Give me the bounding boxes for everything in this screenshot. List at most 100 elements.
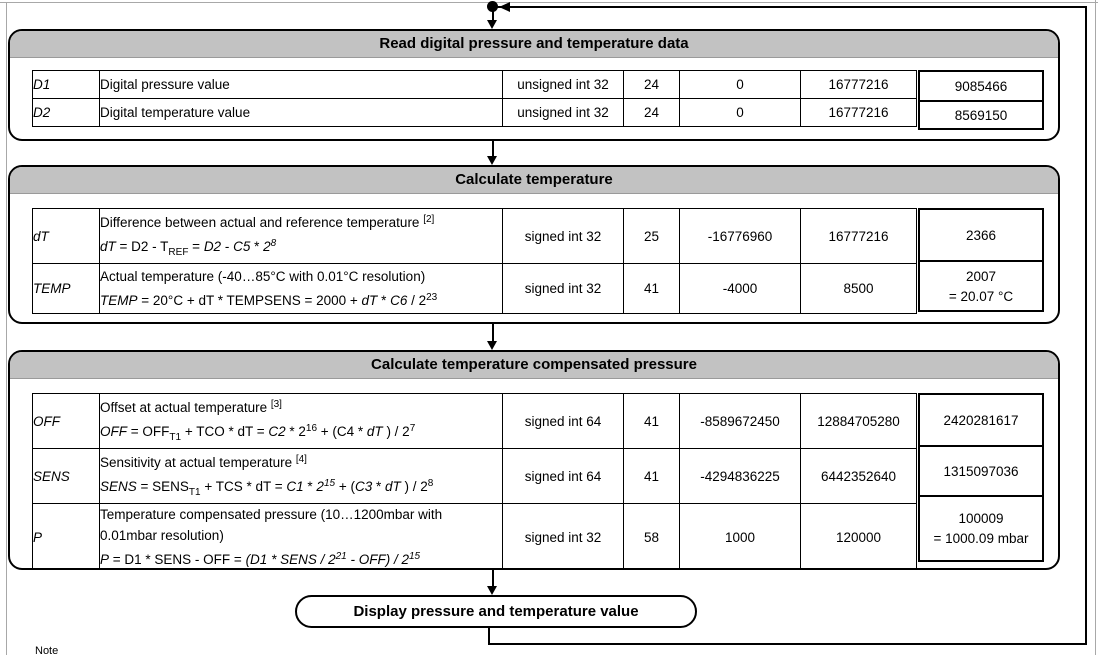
cell-max: 16777216 bbox=[800, 98, 917, 127]
panel-temp-values: 2366 2007 = 20.07 °C bbox=[918, 208, 1044, 312]
page-edge-right bbox=[1095, 0, 1096, 655]
value-line: = 1000.09 mbar bbox=[933, 531, 1029, 546]
description-line: dT = D2 - TREF = D2 - C5 * 28 bbox=[100, 238, 277, 258]
value-cell: 2366 bbox=[920, 210, 1042, 260]
value-cell: 2007 = 20.07 °C bbox=[920, 260, 1042, 310]
cell-type: signed int 64 bbox=[502, 448, 624, 504]
junction-dot bbox=[487, 1, 498, 12]
cell-size-bits: 41 bbox=[623, 393, 680, 449]
display-terminal-label: Display pressure and temperature value bbox=[353, 603, 639, 620]
cell-size-bits: 25 bbox=[623, 208, 680, 264]
value-cell: 2420281617 bbox=[920, 395, 1042, 445]
cell-type: unsigned int 32 bbox=[502, 70, 624, 99]
loop-line-top bbox=[493, 6, 1087, 8]
value-line: 1315097036 bbox=[943, 463, 1019, 479]
cell-min: -4000 bbox=[679, 263, 801, 314]
cell-max: 6442352640 bbox=[800, 448, 917, 504]
table-row: P Temperature compensated pressure (10…12… bbox=[32, 503, 917, 568]
description-line: P = D1 * SENS - OFF = (D1 * SENS / 221 -… bbox=[100, 551, 421, 567]
cell-size-bits: 41 bbox=[623, 448, 680, 504]
cell-description: Digital temperature value bbox=[99, 98, 503, 127]
cell-max: 8500 bbox=[800, 263, 917, 314]
connector-temp-press bbox=[492, 324, 494, 341]
description-line: Sensitivity at actual temperature [4] bbox=[100, 454, 307, 470]
value-line: = 20.07 °C bbox=[948, 288, 1014, 304]
panel-read-values: 9085466 8569150 bbox=[918, 70, 1044, 130]
cell-type: signed int 32 bbox=[502, 263, 624, 314]
connector-read-temp bbox=[492, 141, 494, 157]
cell-name: SENS bbox=[32, 448, 100, 504]
panel-press: Calculate temperature compensated pressu… bbox=[8, 350, 1060, 570]
page-edge-top bbox=[0, 2, 1098, 3]
table-row: SENS Sensitivity at actual temperature [4… bbox=[32, 448, 917, 504]
description-line: SENS = SENST1 + TCS * dT = C1 * 215 + (C… bbox=[100, 478, 434, 498]
cell-description: Offset at actual temperature [3] OFF = OF… bbox=[99, 393, 503, 449]
value-line: 100009 bbox=[958, 511, 1004, 526]
description-line: OFF = OFFT1 + TCO * dT = C2 * 216 + (C4 … bbox=[100, 423, 416, 443]
connector-junction-read bbox=[492, 7, 494, 21]
cell-name: TEMP bbox=[32, 263, 100, 314]
cell-name: P bbox=[32, 503, 100, 568]
cell-type: signed int 64 bbox=[502, 393, 624, 449]
value-cell: 8569150 bbox=[920, 100, 1042, 128]
cell-description: Digital pressure value bbox=[99, 70, 503, 99]
panel-temp-table: dT Difference between actual and referenc… bbox=[32, 208, 917, 314]
table-row: D2 Digital temperature value unsigned int … bbox=[32, 98, 917, 127]
cell-name: OFF bbox=[32, 393, 100, 449]
cell-size-bits: 58 bbox=[623, 503, 680, 568]
value-cell: 1315097036 bbox=[920, 445, 1042, 495]
panel-read-table: D1 Digital pressure value unsigned int 32 2… bbox=[32, 70, 917, 127]
cell-max: 16777216 bbox=[800, 70, 917, 99]
cell-max: 16777216 bbox=[800, 208, 917, 264]
table-row: D1 Digital pressure value unsigned int 32 2… bbox=[32, 70, 917, 99]
arrow-down-icon bbox=[487, 341, 497, 350]
value-line: 8569150 bbox=[954, 107, 1008, 123]
cell-name: D1 bbox=[32, 70, 100, 99]
panel-temp-title: Calculate temperature bbox=[10, 167, 1058, 194]
loop-line-bottom bbox=[488, 643, 1087, 645]
arrow-down-icon bbox=[487, 156, 497, 165]
table-row: dT Difference between actual and referenc… bbox=[32, 208, 917, 264]
table-row: TEMP Actual temperature (-40…85°C with 0.… bbox=[32, 263, 917, 314]
page-edge-left bbox=[6, 2, 7, 655]
cell-description: Sensitivity at actual temperature [4] SEN… bbox=[99, 448, 503, 504]
arrow-down-icon bbox=[487, 586, 497, 595]
cell-description: Actual temperature (-40…85°C with 0.01°C… bbox=[99, 263, 503, 314]
value-cell: 9085466 bbox=[920, 72, 1042, 100]
cell-min: 1000 bbox=[679, 503, 801, 568]
arrow-left-icon bbox=[499, 2, 510, 12]
cell-size-bits: 24 bbox=[623, 98, 680, 127]
description-line: Digital temperature value bbox=[100, 105, 251, 120]
cell-min: -8589672450 bbox=[679, 393, 801, 449]
cell-description: Difference between actual and reference … bbox=[99, 208, 503, 264]
cell-min: -4294836225 bbox=[679, 448, 801, 504]
loop-line-right bbox=[1085, 6, 1087, 645]
cell-name: dT bbox=[32, 208, 100, 264]
panel-read-title: Read digital pressure and temperature da… bbox=[10, 31, 1058, 58]
connector-press-display bbox=[492, 570, 494, 587]
description-line: 0.01mbar resolution) bbox=[100, 528, 224, 543]
pill-output-line bbox=[488, 628, 490, 645]
description-line: TEMP = 20°C + dT * TEMPSENS = 2000 + dT … bbox=[100, 292, 438, 308]
arrow-down-icon bbox=[487, 20, 497, 29]
cell-min: 0 bbox=[679, 70, 801, 99]
value-line: 2366 bbox=[965, 227, 997, 243]
panel-press-title: Calculate temperature compensated pressu… bbox=[10, 352, 1058, 379]
value-cell: 100009 = 1000.09 mbar bbox=[920, 495, 1042, 560]
description-line: Temperature compensated pressure (10…120… bbox=[100, 507, 443, 522]
cell-type: signed int 32 bbox=[502, 503, 624, 568]
cell-min: -16776960 bbox=[679, 208, 801, 264]
description-line: Difference between actual and reference … bbox=[100, 214, 435, 230]
value-line: 2007 bbox=[965, 268, 997, 284]
note-label: Note bbox=[35, 645, 59, 655]
cell-size-bits: 24 bbox=[623, 70, 680, 99]
value-line: 2420281617 bbox=[943, 412, 1019, 428]
cell-max: 120000 bbox=[800, 503, 917, 568]
panel-temp: Calculate temperature dT Difference betwe… bbox=[8, 165, 1060, 324]
cell-type: signed int 32 bbox=[502, 208, 624, 264]
table-row: OFF Offset at actual temperature [3] OFF =… bbox=[32, 393, 917, 449]
cell-name: D2 bbox=[32, 98, 100, 127]
cell-size-bits: 41 bbox=[623, 263, 680, 314]
cell-description: Temperature compensated pressure (10…120… bbox=[99, 503, 503, 568]
